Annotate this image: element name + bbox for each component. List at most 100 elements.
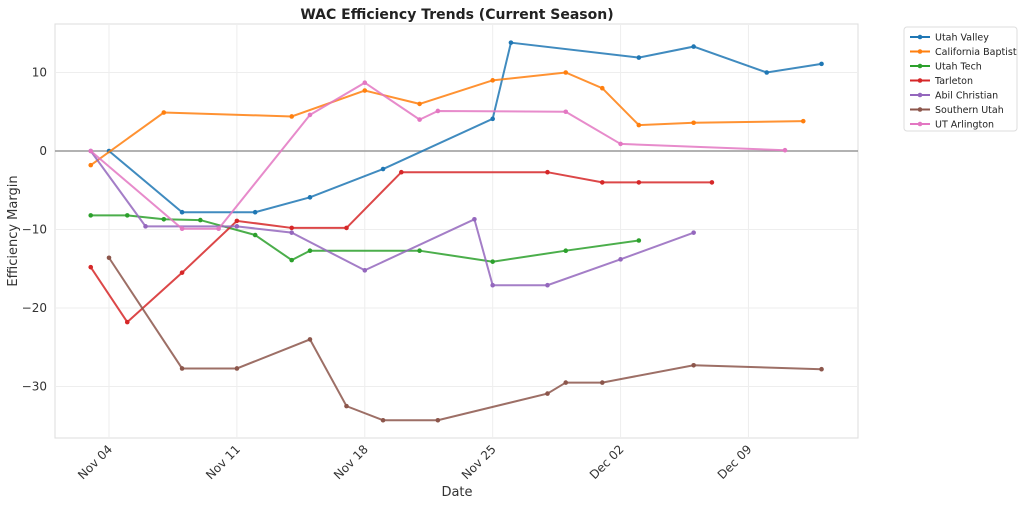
y-tick-label: −20 <box>22 301 47 315</box>
legend-item: Tarleton <box>910 76 973 87</box>
data-point <box>252 209 258 215</box>
series-line <box>108 257 822 422</box>
legend-marker <box>917 63 923 69</box>
data-point <box>124 213 130 218</box>
data-point <box>362 268 368 273</box>
data-point <box>819 61 824 67</box>
data-point <box>216 226 221 232</box>
legend-item: Southern Utah <box>910 105 1004 116</box>
data-point <box>563 248 569 253</box>
data-point <box>636 55 642 60</box>
series-ut-arlington <box>88 80 788 232</box>
data-point <box>362 88 368 93</box>
series-line <box>89 150 694 287</box>
legend-item: UT Arlington <box>910 120 994 131</box>
data-point <box>709 180 715 185</box>
data-point <box>161 110 167 115</box>
legend-label: Tarleton <box>934 76 973 87</box>
data-point <box>599 380 605 385</box>
data-point <box>563 70 569 75</box>
data-point <box>691 230 696 235</box>
data-point <box>691 363 696 368</box>
data-point <box>545 282 550 288</box>
data-point <box>691 120 696 126</box>
data-point <box>691 44 696 49</box>
data-point <box>124 319 130 325</box>
data-point <box>819 366 824 372</box>
y-axis-label: Efficiency Margin <box>6 175 21 286</box>
data-point <box>307 248 313 253</box>
chart-title: WAC Efficiency Trends (Current Season) <box>300 7 613 23</box>
data-point <box>289 257 295 263</box>
y-tick-label: −30 <box>22 380 47 394</box>
data-point <box>599 180 605 185</box>
legend-marker <box>917 92 923 98</box>
data-point <box>764 70 770 75</box>
data-point <box>636 238 642 243</box>
data-point <box>344 403 349 409</box>
data-point <box>106 255 112 261</box>
data-point <box>490 78 495 83</box>
legend-marker <box>917 107 923 112</box>
data-point <box>563 109 569 115</box>
data-point <box>88 264 94 270</box>
legend-marker <box>917 34 923 40</box>
data-point <box>307 337 313 342</box>
x-tick-label: Nov 11 <box>203 442 243 482</box>
data-point <box>143 224 148 229</box>
data-point <box>435 108 441 114</box>
legend-item: California Baptist <box>910 47 1017 58</box>
legend-marker <box>917 49 923 54</box>
legend-label: Southern Utah <box>935 105 1004 116</box>
legend-label: Utah Valley <box>935 33 989 44</box>
data-point <box>380 166 386 172</box>
data-point <box>362 80 368 86</box>
data-point <box>563 380 569 385</box>
data-point <box>88 162 94 168</box>
legend-label: California Baptist <box>935 47 1017 58</box>
y-tick-label: 0 <box>39 144 47 158</box>
legend-marker <box>917 121 923 127</box>
data-point <box>472 216 477 222</box>
data-point <box>399 169 404 175</box>
data-point <box>800 118 806 124</box>
data-point <box>490 116 495 122</box>
data-point <box>88 213 94 218</box>
series-tarleton <box>88 169 715 325</box>
data-point <box>344 225 349 231</box>
x-tick-label: Nov 18 <box>331 442 371 482</box>
data-point <box>289 230 295 235</box>
data-point <box>618 141 623 147</box>
data-point <box>289 114 295 119</box>
data-point <box>88 148 94 154</box>
series-line <box>90 81 786 230</box>
legend-label: Abil Christian <box>935 91 998 102</box>
data-point <box>545 391 550 396</box>
legend: Utah Valley California Baptist Utah Tech Ta… <box>903 26 1018 132</box>
data-point <box>636 122 642 128</box>
legend-item: Utah Valley <box>910 33 989 44</box>
data-point <box>508 40 514 45</box>
series-southern-utah <box>106 255 824 423</box>
series-abil-christian <box>88 148 696 288</box>
data-point <box>234 366 240 371</box>
data-point <box>417 117 422 122</box>
x-tick-label: Nov 25 <box>459 442 499 482</box>
x-tick-label: Nov 04 <box>75 442 115 482</box>
data-point <box>435 417 441 423</box>
data-point <box>179 270 185 275</box>
data-point <box>179 209 185 215</box>
data-point <box>289 225 295 231</box>
legend-label: Utah Tech <box>935 62 982 73</box>
data-point <box>252 232 258 238</box>
y-tick-label: 10 <box>32 66 47 80</box>
data-point <box>179 366 185 371</box>
legend-label: UT Arlington <box>935 120 994 131</box>
y-tick-label: −10 <box>22 223 47 237</box>
data-point <box>782 147 788 153</box>
data-point <box>490 282 495 288</box>
data-point <box>636 180 642 185</box>
data-point <box>417 248 422 253</box>
